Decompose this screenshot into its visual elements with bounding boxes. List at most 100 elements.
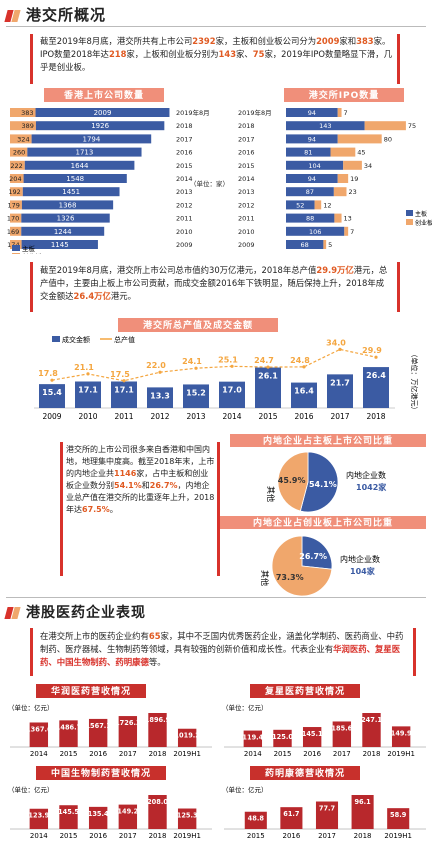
bar-gem bbox=[10, 187, 23, 197]
bar-label: 13.3 bbox=[150, 391, 170, 400]
paragraph-text: 家。IPO数量2018年达 bbox=[40, 36, 391, 59]
bar-label-main: 81 bbox=[304, 149, 312, 157]
line-point bbox=[302, 365, 306, 369]
category-label: 2019H1 bbox=[173, 832, 201, 840]
chart-title-bar bbox=[250, 684, 360, 698]
chart-title-bar bbox=[118, 318, 278, 332]
unit-label: （单位：万亿港元） bbox=[410, 351, 419, 414]
bar-label-main: 104 bbox=[308, 162, 320, 170]
bar-label-main: 106 bbox=[309, 228, 321, 236]
line-point bbox=[374, 355, 378, 359]
chart-title: 内地企业占创业板上市公司比重 bbox=[253, 517, 393, 529]
bar-revenue bbox=[148, 713, 167, 747]
bar-label: 1367.6 bbox=[26, 725, 52, 733]
category-label: 2009 bbox=[238, 241, 255, 249]
pie-slice-other bbox=[277, 451, 309, 512]
bar-gem bbox=[10, 108, 36, 117]
bar-label-main: 1451 bbox=[62, 188, 80, 196]
bar-main bbox=[286, 174, 338, 183]
paragraph-text: 等。 bbox=[148, 657, 166, 667]
legend-swatch-main bbox=[12, 245, 20, 251]
pie-main-board: 内地企业占主板上市公司比重 54.1%45.9% 内地企业数 1042家 其他 bbox=[230, 434, 426, 513]
category-label: 2019H1 bbox=[387, 750, 415, 758]
pie-slice-mainland bbox=[299, 451, 339, 513]
category-label: 2018 bbox=[238, 122, 255, 130]
category-label: 2014 bbox=[244, 750, 262, 758]
pie-legend-label: 内地企业数 bbox=[346, 470, 386, 480]
section2-header: 港股医药企业表现 bbox=[4, 602, 146, 622]
bar-main bbox=[22, 187, 120, 197]
bar-gem bbox=[10, 174, 24, 183]
bar-label-gem: 7 bbox=[350, 228, 354, 236]
bar-label-gem: 324 bbox=[17, 135, 29, 143]
bar-label: 17.1 bbox=[114, 385, 134, 394]
bar-label-main: 2009 bbox=[94, 109, 112, 117]
pie-other-label: 其他 bbox=[260, 570, 270, 586]
bar-label-main: 1326 bbox=[57, 215, 75, 223]
category-label: 2015 bbox=[176, 162, 193, 170]
category-label: 2010 bbox=[238, 228, 255, 236]
legend-swatch-main bbox=[406, 210, 413, 216]
bar-gem bbox=[337, 108, 342, 117]
bar-label-gem: 13 bbox=[344, 215, 352, 223]
bar-label: 17.0 bbox=[222, 386, 242, 395]
bar-label-main: 1713 bbox=[76, 149, 94, 157]
line-label: 25.1 bbox=[218, 355, 238, 364]
line-label: 17.5 bbox=[110, 370, 130, 379]
bar-trade bbox=[75, 381, 101, 408]
bar-main bbox=[21, 240, 98, 249]
legend-main: 主板 bbox=[415, 210, 427, 218]
highlight-text: 26.7% bbox=[149, 481, 178, 490]
category-label: 2017 bbox=[176, 135, 193, 143]
paragraph-text: 和 bbox=[141, 481, 150, 490]
section1-intro: 截至2019年8月底，港交所共有上市公司2392家，主板和创业板公司分为2009… bbox=[40, 35, 392, 74]
bar-label-main: 88 bbox=[306, 215, 314, 223]
legend-line: 总产值 bbox=[114, 335, 135, 344]
bar-label-main: 1644 bbox=[71, 162, 89, 170]
bar-gem bbox=[10, 121, 36, 131]
paragraph-text: 截至2019年8月底，港交所上市公司总市值约30万亿港元，2018年总产值 bbox=[40, 265, 317, 275]
category-label: 2015 bbox=[274, 750, 292, 758]
paragraph-text: 在港交所上市的医药企业约有 bbox=[40, 631, 149, 641]
bar-label-gem: 389 bbox=[22, 122, 34, 130]
bar-revenue bbox=[280, 807, 303, 829]
category-label: 2018 bbox=[176, 122, 193, 130]
bar-gem bbox=[10, 240, 22, 249]
bar-label: 15.2 bbox=[186, 388, 206, 397]
category-label: 2018 bbox=[354, 832, 372, 840]
section1-header: 港交所概况 bbox=[4, 4, 106, 25]
category-label: 2014 bbox=[30, 832, 48, 840]
bar-revenue bbox=[391, 726, 411, 747]
bar-label-main: 52 bbox=[296, 201, 304, 209]
bar-label-gem: 222 bbox=[10, 162, 22, 170]
bar-revenue bbox=[148, 795, 167, 829]
chart-title: 华润医药营收情况 bbox=[51, 685, 131, 697]
highlight-text: 54.1% bbox=[114, 481, 142, 490]
chart-title: 香港上市公司数量 bbox=[63, 89, 144, 101]
highlight-text: 143 bbox=[218, 49, 237, 59]
bar-revenue bbox=[118, 804, 138, 829]
mainland-intro: 港交所的上市公司很多来自香港和中国内地，地理集中度高。截至2018年末，上市的内… bbox=[66, 444, 216, 516]
bar-label-gem: 19 bbox=[350, 175, 358, 183]
paragraph-text: 家，主板和创业板公司分为 bbox=[215, 36, 317, 46]
intro-bracket bbox=[30, 34, 400, 84]
bar-label: 96.1 bbox=[354, 798, 371, 806]
bar-main bbox=[21, 200, 114, 210]
category-label: 2010 bbox=[78, 412, 97, 421]
category-label: 2015 bbox=[247, 832, 265, 840]
bar-label: 125.3 bbox=[177, 812, 198, 820]
category-label: 2015 bbox=[60, 750, 78, 758]
legend-gem: 创业板 bbox=[22, 252, 42, 254]
pie-legend-label: 内地企业数 bbox=[340, 554, 380, 564]
line-point bbox=[122, 379, 126, 383]
category-label: 2019年8月 bbox=[238, 108, 272, 117]
bar-label: 149.2 bbox=[117, 808, 138, 816]
bar-label-main: 1368 bbox=[59, 201, 77, 209]
category-label: 2012 bbox=[176, 201, 193, 209]
bar-gem bbox=[334, 213, 342, 223]
category-label: 2019年8月 bbox=[176, 108, 210, 117]
category-label: 2015 bbox=[258, 412, 277, 421]
bar-label: 21.7 bbox=[330, 378, 350, 387]
divider bbox=[6, 26, 426, 27]
